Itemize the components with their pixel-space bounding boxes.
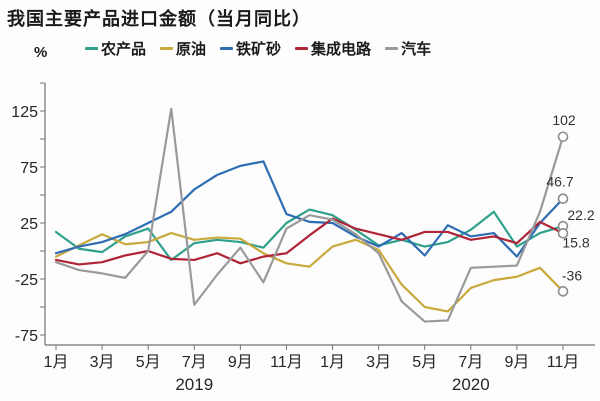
legend-label-integrated-circuits: 集成电路 <box>311 41 372 58</box>
chart-title: 我国主要产品进口金额（当月同比） <box>7 9 311 29</box>
y-tick-label: -75 <box>15 328 38 345</box>
end-label-integrated-circuits: 15.8 <box>562 234 589 250</box>
series-line-agricultural-products <box>54 208 565 262</box>
x-tick-label: 3月 <box>366 354 391 371</box>
legend-label-automobiles: 汽车 <box>401 41 432 58</box>
y-tick-label: 125 <box>11 104 38 121</box>
legend-item-crude-oil: 原油 <box>160 38 206 59</box>
x-tick-label: 7月 <box>182 354 207 371</box>
series-line-iron-ore <box>54 160 565 258</box>
x-tick-label: 7月 <box>458 354 483 371</box>
y-tick-label: -25 <box>15 272 38 289</box>
legend-item-integrated-circuits: 集成电路 <box>295 38 371 59</box>
year-label-2019: 2019 <box>175 375 213 394</box>
end-label-automobiles: 102 <box>552 112 576 128</box>
x-tick-label: 1月 <box>320 354 345 371</box>
series-line-crude-oil <box>54 231 565 313</box>
end-label-crude-oil: -36 <box>562 267 582 283</box>
series-line-integrated-circuits <box>54 217 565 266</box>
y-tick-label: 25 <box>20 216 38 233</box>
x-tick-label: 5月 <box>136 354 161 371</box>
legend-label-iron-ore: 铁矿砂 <box>236 41 282 58</box>
year-label-2020: 2020 <box>452 375 490 394</box>
legend-item-automobiles: 汽车 <box>385 38 431 59</box>
x-tick-label: 9月 <box>504 354 529 371</box>
series-line-automobiles <box>54 107 565 323</box>
end-marker-iron-ore <box>557 193 569 204</box>
x-tick-label: 5月 <box>412 354 437 371</box>
end-marker-automobiles <box>557 131 569 143</box>
x-tick-label: 11月 <box>270 354 303 371</box>
end-marker-integrated-circuits <box>557 228 569 239</box>
legend: 农产品 原油 铁矿砂 集成电路 汽车 <box>85 38 431 59</box>
x-tick-label: 9月 <box>228 354 253 371</box>
legend-item-iron-ore: 铁矿砂 <box>220 38 281 59</box>
end-marker-crude-oil <box>557 286 569 297</box>
x-tick-label: 11月 <box>547 354 580 371</box>
legend-dash-icon-iron-ore <box>220 47 234 50</box>
x-tick-label: 3月 <box>90 354 115 371</box>
legend-dash-icon-agricultural-products <box>85 47 98 50</box>
legend-dash-icon-automobiles <box>385 47 399 50</box>
x-tick-label: 1月 <box>44 354 69 371</box>
legend-dash-icon-integrated-circuits <box>295 47 309 50</box>
legend-label-agricultural-products: 农产品 <box>101 41 147 58</box>
y-axis-unit-label: % <box>34 44 48 61</box>
end-label-agricultural-products: 22.2 <box>567 207 594 223</box>
legend-dash-icon-crude-oil <box>160 47 174 50</box>
legend-label-crude-oil: 原油 <box>176 41 207 58</box>
y-tick-label: 75 <box>20 160 38 177</box>
legend-item-agricultural-products: 农产品 <box>85 38 146 59</box>
end-label-iron-ore: 46.7 <box>546 174 573 190</box>
